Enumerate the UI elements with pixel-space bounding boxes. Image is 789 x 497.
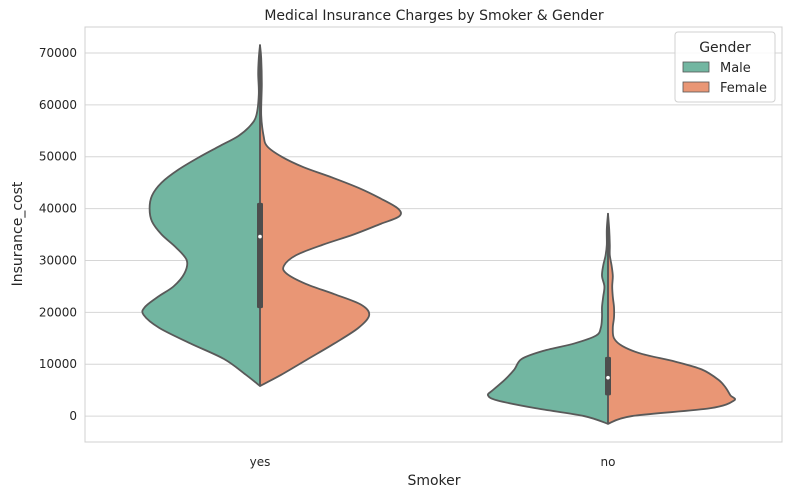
violin-no-female bbox=[607, 212, 736, 425]
y-tick-labels: 0 10000 20000 30000 40000 50000 60000 70000 bbox=[39, 46, 77, 423]
violin-no-median bbox=[606, 375, 610, 380]
y-axis-label: Insurance_cost bbox=[10, 181, 26, 286]
y-tick-label: 30000 bbox=[39, 253, 77, 267]
legend-swatch-male bbox=[682, 61, 710, 73]
y-tick-label: 40000 bbox=[39, 202, 77, 216]
violins bbox=[141, 44, 736, 425]
y-tick-label: 10000 bbox=[39, 357, 77, 371]
x-tick-label-yes: yes bbox=[250, 455, 271, 469]
x-tick-label-no: no bbox=[601, 455, 616, 469]
y-tick-label: 0 bbox=[69, 409, 77, 423]
chart-title: Medical Insurance Charges by Smoker & Ge… bbox=[264, 8, 604, 24]
violin-no-male bbox=[486, 212, 609, 425]
x-tick-labels: yes no bbox=[250, 455, 616, 469]
legend: Gender Male Female bbox=[674, 31, 776, 103]
violin-yes-iqr-box bbox=[257, 202, 263, 309]
x-axis-label: Smoker bbox=[407, 473, 460, 489]
y-tick-label: 20000 bbox=[39, 305, 77, 319]
legend-title: Gender bbox=[699, 40, 751, 56]
violin-yes-female bbox=[259, 44, 402, 387]
violin-yes-median bbox=[258, 234, 262, 239]
y-tick-label: 70000 bbox=[39, 46, 77, 60]
y-tick-label: 60000 bbox=[39, 98, 77, 112]
y-tick-label: 50000 bbox=[39, 150, 77, 164]
legend-label-female: Female bbox=[720, 81, 767, 96]
legend-swatch-female bbox=[682, 81, 710, 93]
violin-yes-male bbox=[141, 44, 261, 387]
legend-label-male: Male bbox=[720, 61, 751, 76]
plot-frame bbox=[84, 26, 783, 443]
